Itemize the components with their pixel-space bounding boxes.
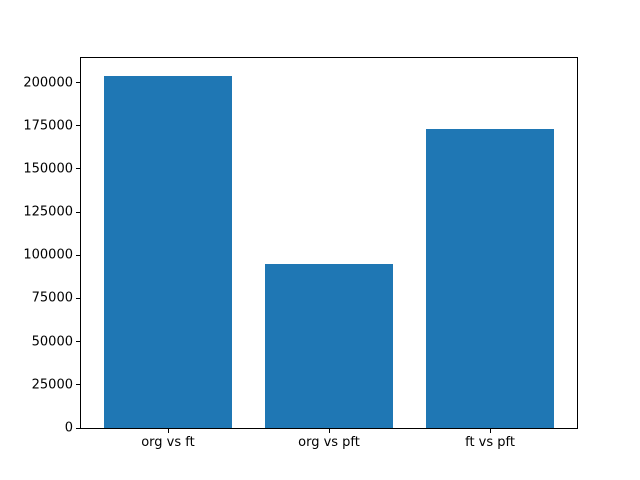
y-tick-mark	[76, 384, 80, 386]
y-tick-label: 25000	[31, 377, 73, 393]
y-tick-label: 100000	[23, 247, 73, 263]
y-tick-mark	[76, 211, 80, 213]
plot-area: org vs ft org vs pft ft vs pft 0 25000 50000 7…	[23, 57, 578, 449]
y-tick-mark	[76, 254, 80, 256]
x-tick-label: ft vs pft	[465, 435, 515, 450]
bar-org-vs-pft	[264, 263, 394, 428]
y-tick-label: 200000	[23, 75, 73, 91]
y-tick-label: 125000	[23, 204, 73, 220]
bar-org-vs-ft	[103, 75, 233, 428]
y-tick-mark	[76, 427, 80, 429]
x-tick-label: org vs pft	[298, 435, 360, 450]
y-tick-mark	[76, 297, 80, 299]
y-tick-mark	[76, 125, 80, 127]
x-tick-mark	[329, 429, 330, 433]
y-tick-label: 150000	[23, 161, 73, 177]
y-tick-mark	[76, 82, 80, 84]
y-tick-label: 175000	[23, 118, 73, 134]
x-tick-mark	[490, 429, 492, 433]
y-tick-label: 75000	[31, 290, 73, 306]
y-tick-mark	[76, 341, 80, 343]
x-tick-label: org vs ft	[141, 435, 195, 450]
x-tick-mark	[167, 429, 169, 433]
bar-ft-vs-pft	[425, 129, 555, 428]
y-tick-mark	[76, 168, 80, 170]
y-tick-label: 0	[64, 420, 73, 436]
y-tick-label: 50000	[31, 334, 73, 350]
